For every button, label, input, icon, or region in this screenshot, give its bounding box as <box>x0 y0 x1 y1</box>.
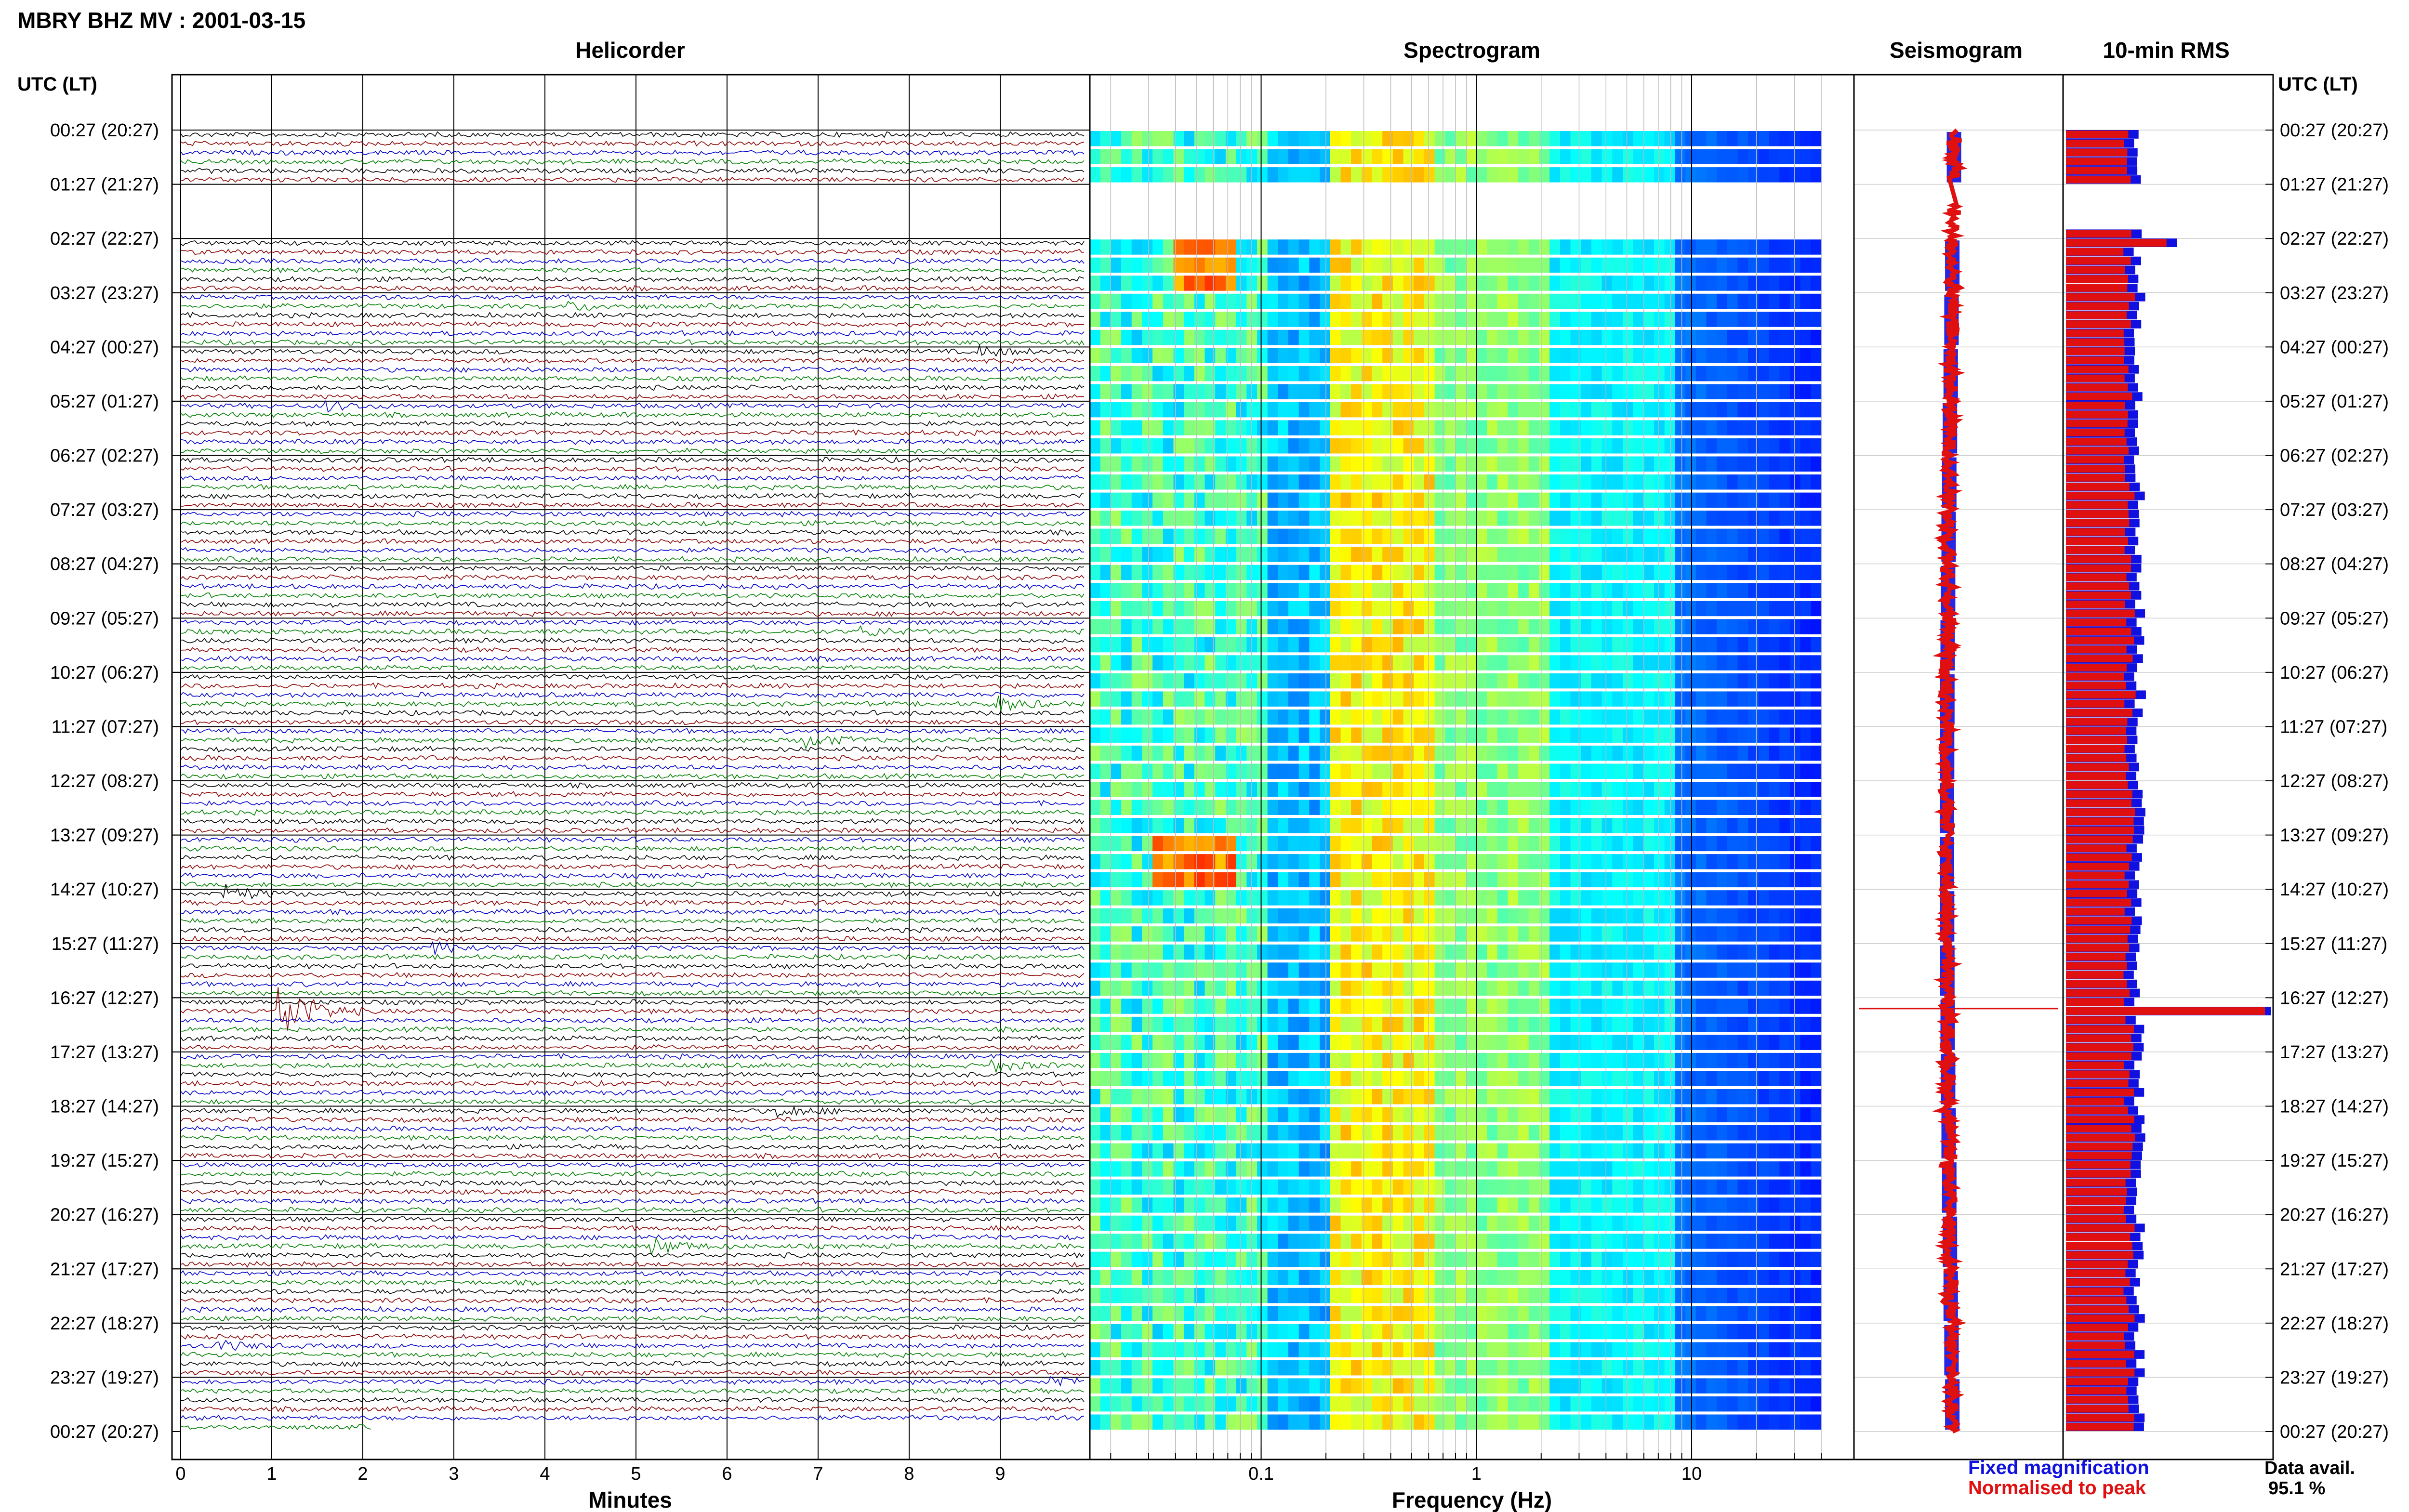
time-tick-label: 09:27 (05:27) <box>50 608 159 629</box>
frequency-tick-label: 1 <box>1471 1464 1482 1484</box>
time-labels: 00:27 (20:27) 00:27 (20:27) 01:27 (21:27) 0… <box>50 120 2389 1442</box>
minute-tick-label: 9 <box>995 1464 1005 1484</box>
rms-title: 10-min RMS <box>2103 38 2229 63</box>
time-tick-label: 02:27 (22:27) <box>2280 229 2389 249</box>
minute-tick-label: 0 <box>175 1464 185 1484</box>
time-tick-label: 04:27 (00:27) <box>50 337 159 357</box>
right-time-axis-label: UTC (LT) <box>2278 74 2358 95</box>
minute-tick-label: 6 <box>722 1464 732 1484</box>
time-tick-label: 19:27 (15:27) <box>50 1151 159 1171</box>
time-tick-label: 12:27 (08:27) <box>2280 771 2389 791</box>
time-tick-label: 08:27 (04:27) <box>50 554 159 575</box>
time-tick-label: 07:27 (03:27) <box>2280 500 2389 520</box>
time-tick-label: 11:27 (07:27) <box>52 717 159 737</box>
frequency-tick-label: 10 <box>1681 1464 1702 1484</box>
time-tick-label: 04:27 (00:27) <box>2280 337 2389 357</box>
time-tick-label: 10:27 (06:27) <box>2280 663 2389 683</box>
figure-title: MBRY BHZ MV : 2001-03-15 <box>17 8 305 33</box>
time-tick-label: 06:27 (02:27) <box>50 446 159 466</box>
time-tick-label: 03:27 (23:27) <box>50 283 159 303</box>
panel-frames <box>171 74 2274 1460</box>
time-tick-label: 08:27 (04:27) <box>2280 554 2389 575</box>
time-tick-label: 00:27 (20:27) <box>50 1422 159 1442</box>
time-tick-label: 14:27 (10:27) <box>50 880 159 900</box>
legend-normalised-to-peak: Normalised to peak <box>1968 1477 2146 1499</box>
time-tick-label: 17:27 (13:27) <box>50 1042 159 1063</box>
time-tick-label: 02:27 (22:27) <box>50 229 159 249</box>
time-tick-label: 01:27 (21:27) <box>50 175 159 195</box>
left-time-axis-label: UTC (LT) <box>17 74 97 95</box>
time-tick-label: 09:27 (05:27) <box>2280 608 2389 629</box>
x-axis-ticks: 0 1 2 3 4 5 6 7 8 9 0.1 1 10 <box>172 130 2273 1484</box>
time-tick-label: 13:27 (09:27) <box>2280 826 2389 846</box>
time-tick-label: 11:27 (07:27) <box>2280 717 2387 737</box>
minute-tick-label: 3 <box>449 1464 459 1484</box>
time-tick-label: 21:27 (17:27) <box>2280 1259 2389 1279</box>
time-tick-label: 10:27 (06:27) <box>50 663 159 683</box>
time-tick-label: 00:27 (20:27) <box>50 120 159 141</box>
time-tick-label: 14:27 (10:27) <box>2280 880 2389 900</box>
time-tick-label: 05:27 (01:27) <box>2280 392 2389 412</box>
time-tick-label: 19:27 (15:27) <box>2280 1151 2389 1171</box>
time-tick-label: 07:27 (03:27) <box>50 500 159 520</box>
time-tick-label: 18:27 (14:27) <box>50 1097 159 1117</box>
rms-bars <box>2066 130 2271 1431</box>
grid-lines <box>172 75 2273 1459</box>
time-tick-label: 17:27 (13:27) <box>2280 1042 2389 1063</box>
data-availability-label: Data avail. <box>2264 1458 2355 1478</box>
minute-tick-label: 5 <box>631 1464 641 1484</box>
time-tick-label: 23:27 (19:27) <box>2280 1367 2389 1388</box>
spectrogram-title: Spectrogram <box>1403 38 1540 63</box>
minute-tick-label: 8 <box>904 1464 914 1484</box>
helicorder-title: Helicorder <box>575 38 685 63</box>
minute-tick-label: 7 <box>813 1464 823 1484</box>
time-tick-label: 22:27 (18:27) <box>2280 1314 2389 1334</box>
time-tick-label: 18:27 (14:27) <box>2280 1097 2389 1117</box>
time-tick-label: 00:27 (20:27) <box>2280 1422 2389 1442</box>
helicorder-x-axis-label: Minutes <box>588 1487 672 1512</box>
time-tick-label: 12:27 (08:27) <box>50 771 159 791</box>
time-tick-label: 20:27 (16:27) <box>50 1205 159 1225</box>
time-tick-label: 21:27 (17:27) <box>50 1259 159 1279</box>
minute-tick-label: 4 <box>540 1464 550 1484</box>
time-tick-label: 01:27 (21:27) <box>2280 175 2389 195</box>
time-tick-label: 20:27 (16:27) <box>2280 1205 2389 1225</box>
time-tick-label: 06:27 (02:27) <box>2280 446 2389 466</box>
time-tick-label: 13:27 (09:27) <box>50 826 159 846</box>
time-tick-label: 15:27 (11:27) <box>2280 934 2387 954</box>
time-tick-label: 03:27 (23:27) <box>2280 283 2389 303</box>
spectrogram-image <box>1090 131 1822 1430</box>
seismogram-title: Seismogram <box>1890 38 2023 63</box>
time-tick-label: 16:27 (12:27) <box>2280 988 2389 1008</box>
spectrogram-x-axis-label: Frequency (Hz) <box>1392 1487 1552 1512</box>
time-tick-label: 15:27 (11:27) <box>52 934 159 954</box>
time-tick-label: 23:27 (19:27) <box>50 1367 159 1388</box>
minute-tick-label: 2 <box>357 1464 368 1484</box>
helicorder-traces <box>180 131 1085 1431</box>
legend-fixed-magnification: Fixed magnification <box>1968 1457 2149 1478</box>
data-availability-value: 95.1 % <box>2268 1478 2325 1499</box>
time-tick-label: 16:27 (12:27) <box>50 988 159 1008</box>
frequency-tick-label: 0.1 <box>1248 1464 1274 1484</box>
time-tick-label: 22:27 (18:27) <box>50 1314 159 1334</box>
time-tick-label: 00:27 (20:27) <box>2280 120 2389 141</box>
time-tick-label: 05:27 (01:27) <box>50 392 159 412</box>
minute-tick-label: 1 <box>266 1464 277 1484</box>
seismogram-trace <box>1859 128 2058 1434</box>
